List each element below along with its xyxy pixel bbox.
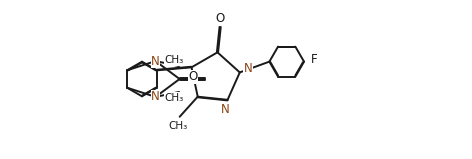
- Text: O: O: [188, 70, 198, 83]
- Text: CH₃: CH₃: [168, 121, 187, 131]
- Text: N: N: [221, 103, 230, 116]
- Text: CH₃: CH₃: [164, 93, 184, 103]
- Text: O: O: [216, 12, 225, 25]
- Text: N: N: [244, 62, 252, 75]
- Text: F: F: [311, 53, 317, 66]
- Text: N: N: [151, 55, 160, 68]
- Text: CH₃: CH₃: [164, 55, 184, 65]
- Text: N: N: [151, 90, 160, 104]
